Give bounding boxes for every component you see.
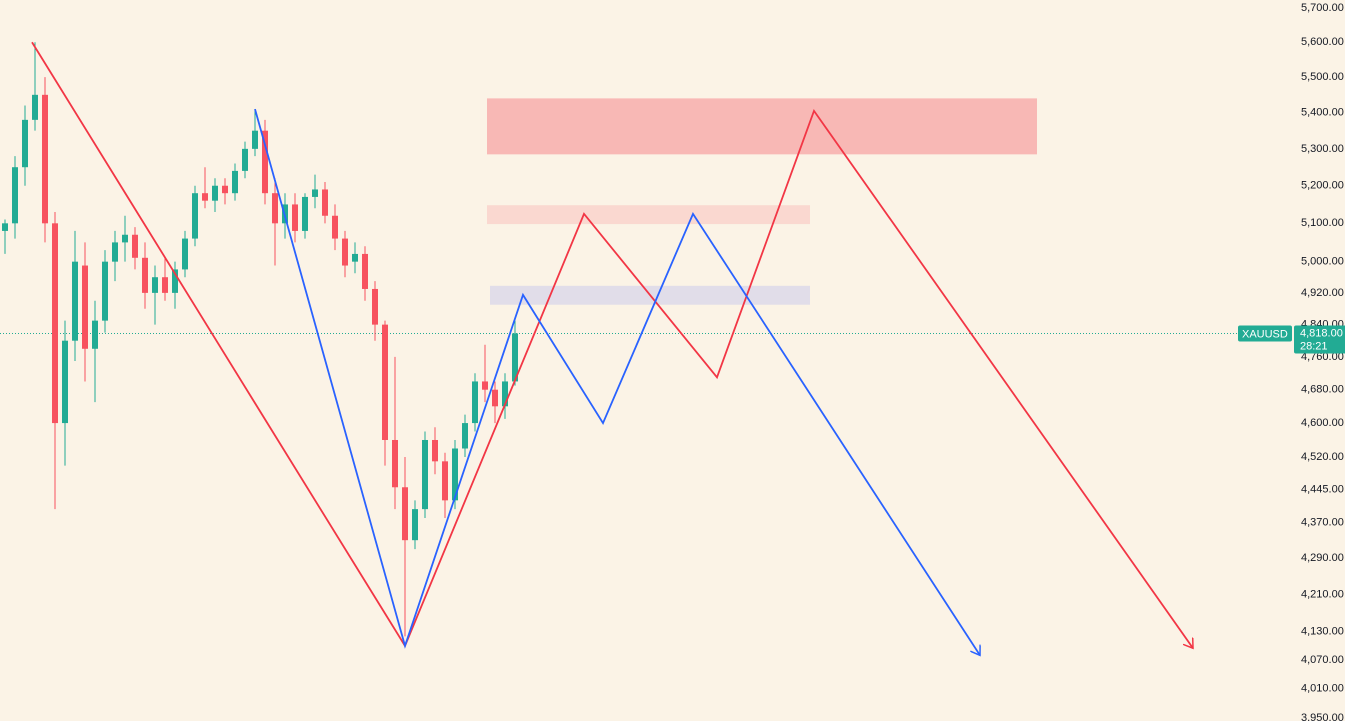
zone	[487, 205, 810, 225]
candle-body	[132, 234, 138, 258]
candle-body	[92, 320, 98, 349]
candle-body	[172, 269, 178, 293]
candle-body	[162, 277, 168, 293]
price-badge	[1294, 325, 1345, 354]
candle-body	[432, 439, 438, 462]
candle-body	[342, 238, 348, 266]
candle-body	[382, 324, 388, 440]
candle-body	[302, 196, 308, 231]
candle-body	[512, 333, 518, 382]
y-tick-label: 4,010.00	[1301, 683, 1344, 695]
candle-body	[32, 94, 38, 120]
projection-line	[31, 41, 1193, 648]
candle-body	[472, 381, 478, 424]
candle-body	[442, 461, 448, 501]
candle-body	[222, 185, 228, 194]
candle-body	[362, 253, 368, 289]
candle-body	[482, 381, 488, 390]
candle-body	[242, 148, 248, 171]
candle-body	[152, 277, 158, 293]
y-tick-label: 5,100.00	[1301, 217, 1344, 229]
candle-body	[322, 189, 328, 216]
y-tick-label: 5,300.00	[1301, 143, 1344, 155]
candle-body	[422, 439, 428, 510]
candle-body	[212, 185, 218, 201]
candle-body	[12, 167, 18, 224]
y-tick-label: 4,445.00	[1301, 483, 1344, 495]
candle-body	[262, 130, 268, 194]
candle-body	[492, 389, 498, 407]
symbol-label: XAUUSD	[1242, 328, 1288, 340]
candle-body	[102, 261, 108, 321]
candle-body	[232, 170, 238, 194]
y-tick-label: 4,070.00	[1301, 654, 1344, 666]
y-tick-label: 4,210.00	[1301, 588, 1344, 600]
y-tick-label: 3,950.00	[1301, 712, 1344, 721]
y-tick-label: 4,920.00	[1301, 287, 1344, 299]
y-tick-label: 4,600.00	[1301, 417, 1344, 429]
y-tick-label: 4,370.00	[1301, 516, 1344, 528]
candle-body	[52, 223, 58, 424]
candle-body	[372, 288, 378, 325]
candle-body	[402, 487, 408, 541]
candle-body	[112, 242, 118, 262]
candle-body	[2, 223, 8, 231]
candle-body	[452, 448, 458, 501]
candle-body	[72, 261, 78, 341]
candle-body	[352, 253, 358, 262]
y-tick-label: 4,520.00	[1301, 451, 1344, 463]
projection-line	[254, 108, 980, 655]
candle-body	[82, 265, 88, 349]
candle-body	[292, 204, 298, 231]
candle-body	[22, 119, 28, 168]
candle-body	[202, 193, 208, 201]
candle-body	[332, 215, 338, 239]
last-price-label: 4,818.00	[1300, 327, 1343, 339]
y-tick-label: 5,000.00	[1301, 256, 1344, 268]
candle-body	[122, 234, 128, 243]
y-tick-label: 5,700.00	[1301, 2, 1344, 14]
candle-body	[142, 257, 148, 293]
symbol-badge	[1238, 325, 1292, 342]
y-tick-label: 5,600.00	[1301, 36, 1344, 48]
y-tick-label: 4,290.00	[1301, 552, 1344, 564]
y-tick-label: 5,500.00	[1301, 71, 1344, 83]
y-tick-label: 5,200.00	[1301, 180, 1344, 192]
y-tick-label: 5,400.00	[1301, 107, 1344, 119]
candle-body	[462, 423, 468, 449]
candle-body	[312, 189, 318, 197]
y-tick-label: 4,680.00	[1301, 384, 1344, 396]
candle-body	[412, 509, 418, 541]
candle-body	[502, 381, 508, 407]
candle-body	[42, 94, 48, 224]
y-tick-label: 4,760.00	[1301, 351, 1344, 363]
countdown-label: 28:21	[1300, 340, 1328, 352]
candle-body	[62, 340, 68, 424]
candle-body	[272, 193, 278, 224]
zone	[487, 98, 1037, 155]
candle-body	[192, 193, 198, 239]
candle-body	[182, 238, 188, 270]
candle-body	[392, 439, 398, 488]
candle-body	[252, 130, 258, 149]
y-tick-label: 4,130.00	[1301, 626, 1344, 638]
